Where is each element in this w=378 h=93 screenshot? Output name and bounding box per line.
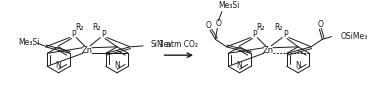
Text: OSiMe₃: OSiMe₃ (340, 32, 367, 41)
Text: Me₃Si: Me₃Si (218, 1, 239, 10)
Text: R₂: R₂ (92, 23, 101, 32)
Text: P: P (71, 30, 76, 39)
Text: SiMe₃: SiMe₃ (150, 40, 172, 49)
Text: N: N (56, 61, 61, 70)
Text: O: O (206, 21, 212, 30)
Text: N: N (237, 61, 242, 70)
Text: N: N (295, 61, 301, 70)
Text: R₂: R₂ (76, 23, 84, 32)
Text: O: O (215, 19, 221, 28)
Text: Me₃Si: Me₃Si (18, 38, 40, 47)
Text: 1 atm CO₂: 1 atm CO₂ (159, 40, 198, 49)
Text: P: P (283, 30, 287, 39)
Text: P: P (252, 30, 257, 39)
Text: R₂: R₂ (274, 23, 283, 32)
Text: P: P (101, 30, 105, 39)
Text: O: O (318, 20, 323, 29)
Text: Zn: Zn (263, 46, 274, 55)
Text: N: N (114, 61, 120, 70)
Text: R₂: R₂ (257, 23, 265, 32)
Text: Zn: Zn (82, 46, 93, 55)
